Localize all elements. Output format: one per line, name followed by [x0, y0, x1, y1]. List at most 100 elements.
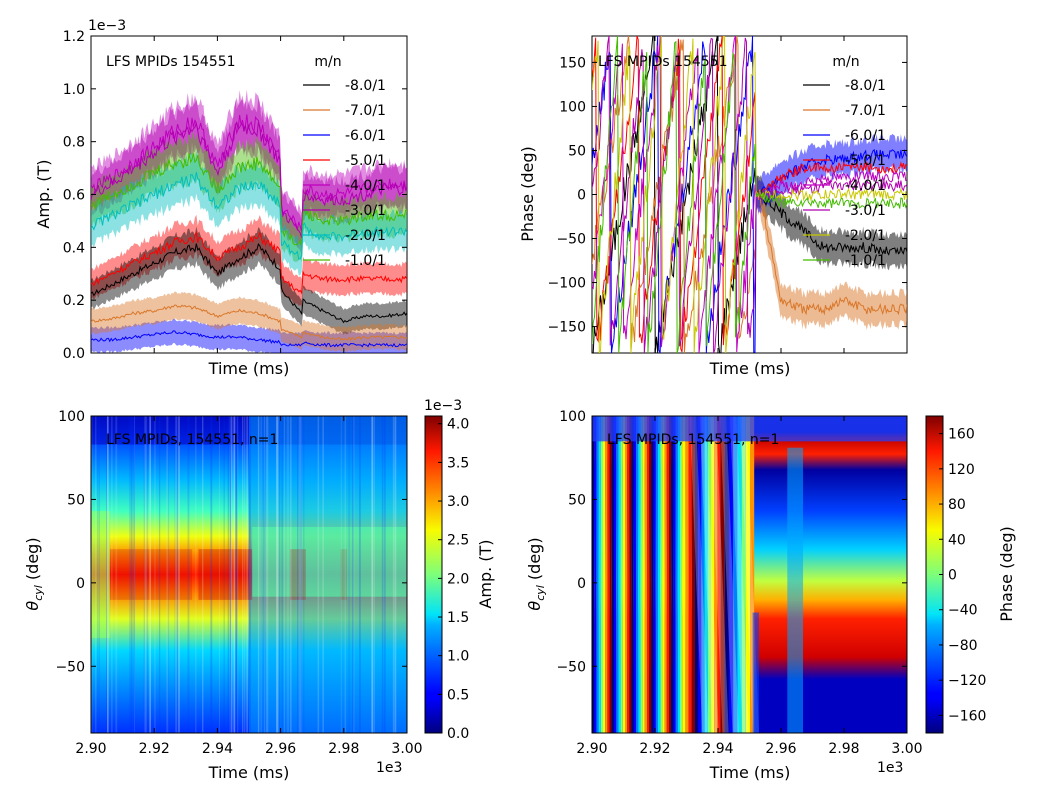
- heatmap-streak: [133, 416, 136, 733]
- heatmap-early: [91, 511, 110, 638]
- phase-stripe: [695, 416, 699, 733]
- y-tick-label: 50: [67, 492, 85, 508]
- heatmap-streak: [352, 416, 354, 733]
- phase-stripe: [682, 416, 686, 733]
- heatmap-streak: [91, 416, 93, 733]
- heatmap-streak: [288, 416, 290, 733]
- phase-stripe: [607, 416, 610, 733]
- plot-annotation: LFS MPIDs 154551: [598, 54, 728, 70]
- heatmap-streak: [257, 416, 260, 733]
- phase-stripe: [596, 416, 599, 733]
- heatmap-streak: [174, 416, 176, 733]
- phase-stripe: [605, 416, 608, 733]
- y-tick-label: 100: [559, 409, 586, 425]
- colorbar-tick-label: −40: [948, 603, 978, 619]
- heatmap-streak: [263, 416, 266, 733]
- phase-stripe: [655, 416, 658, 733]
- series-line: [592, 36, 907, 353]
- heatmap-streak: [242, 416, 244, 733]
- phase-stripe: [750, 416, 755, 733]
- amplitude-line-chart: 0.0 0.2 0.4 0.6 0.8 1.0 1.2 1e−3 Time (ms) Amp…: [34, 18, 408, 378]
- phase-line-chart: 150 100 50 0 −50 −100 −150 Time (ms) Phase (de…: [518, 35, 908, 378]
- y-tick-label: 50: [568, 143, 586, 159]
- x-tick-label: 2.96: [765, 741, 796, 757]
- heatmap-streak: [233, 416, 236, 733]
- y-tick-label: −150: [548, 320, 586, 336]
- phase-stripe: [647, 416, 650, 733]
- phase-stripe: [649, 416, 652, 733]
- heatmap-streak: [383, 416, 386, 733]
- series-line: [91, 171, 407, 260]
- heatmap-streak: [381, 416, 384, 733]
- phase-stripe: [642, 416, 645, 733]
- y-tick-label: 0.2: [63, 293, 85, 309]
- phase-top-band: [592, 416, 907, 442]
- heatmap-streak: [281, 416, 283, 733]
- x-tick-label: 2.92: [639, 741, 670, 757]
- legend-entry: -4.0/1: [345, 178, 386, 194]
- heatmap-streak: [130, 416, 133, 733]
- heatmap-streak: [279, 416, 281, 733]
- series-line: [91, 330, 407, 348]
- phase-stripe: [614, 416, 617, 733]
- x-tick-label: 2.98: [328, 741, 359, 757]
- heatmap-phase-stripes: [592, 416, 907, 733]
- phase-stripe: [600, 416, 603, 733]
- heatmap-streak: [244, 416, 246, 733]
- phase-stripe: [616, 416, 619, 733]
- y-tick-label: 0: [577, 188, 586, 204]
- phase-gap: [752, 612, 759, 733]
- heatmap-streak: [146, 416, 148, 733]
- colorbar-tick-label: 0: [948, 568, 957, 584]
- phase-stripe: [609, 416, 612, 733]
- series-line: [592, 36, 907, 353]
- phase-heatmap: 2.90 2.92 2.94 2.96 2.98 3.00 100 50 0 −50 LFS M…: [525, 409, 1016, 782]
- phase-stripe: [680, 416, 683, 733]
- phase-stripe: [633, 416, 636, 733]
- plot-frame: [591, 415, 908, 734]
- heatmap-streak: [167, 416, 170, 733]
- x-scale-label: 1e3: [376, 760, 402, 776]
- series-line: [592, 36, 907, 353]
- y-tick-label: 1.2: [63, 29, 85, 45]
- heatmap-streak: [144, 416, 146, 733]
- y-tick-label: 0.6: [63, 188, 85, 204]
- heatmap-streak: [359, 416, 361, 733]
- phase-stripe: [729, 416, 734, 733]
- heatmap-streak: [176, 416, 179, 733]
- heatmap-streak: [373, 416, 376, 733]
- heatmap-streak: [276, 416, 278, 733]
- series-line: [592, 36, 907, 353]
- heatmap-streak: [263, 416, 266, 733]
- phase-tilt-streak: [689, 416, 709, 733]
- phase-stripe: [598, 416, 601, 733]
- colorbar-tick-label: 3.5: [447, 455, 469, 471]
- phase-stripe: [745, 416, 750, 733]
- heatmap-streak: [276, 416, 278, 733]
- heatmap-streak: [344, 416, 346, 733]
- plot-frame: [90, 415, 408, 734]
- phase-stripe: [629, 416, 632, 733]
- phase-stripe: [685, 416, 689, 733]
- phase-stripe: [671, 416, 674, 733]
- heatmap-streak: [230, 416, 232, 733]
- heatmap-streak: [229, 416, 232, 733]
- plot-annotation: LFS MPIDs 154551: [106, 54, 236, 70]
- heatmap-streak: [178, 416, 180, 733]
- legend-title: m/n: [314, 54, 341, 70]
- series-line: [91, 121, 407, 239]
- legend: -8.0/1 -7.0/1 -6.0/1 -5.0/1 -4.0/1 -3.0/1 -2.0…: [303, 78, 386, 269]
- heatmap-streak: [245, 416, 248, 733]
- heatmap-streak: [144, 416, 147, 733]
- legend-entry: -1.0/1: [345, 253, 386, 269]
- phase-stripe: [622, 416, 625, 733]
- heatmap-streak: [353, 416, 355, 733]
- colorbar-tick-label: 0.0: [447, 726, 469, 742]
- heatmap-streak: [266, 416, 269, 733]
- phase-stripe: [737, 416, 742, 733]
- heatmap-streak: [394, 416, 396, 733]
- phase-stripe: [638, 416, 641, 733]
- phase-stripe: [724, 416, 729, 733]
- heatmap-streak: [233, 416, 236, 733]
- plot-annotation: LFS MPIDs, 154551, n=1: [106, 432, 278, 448]
